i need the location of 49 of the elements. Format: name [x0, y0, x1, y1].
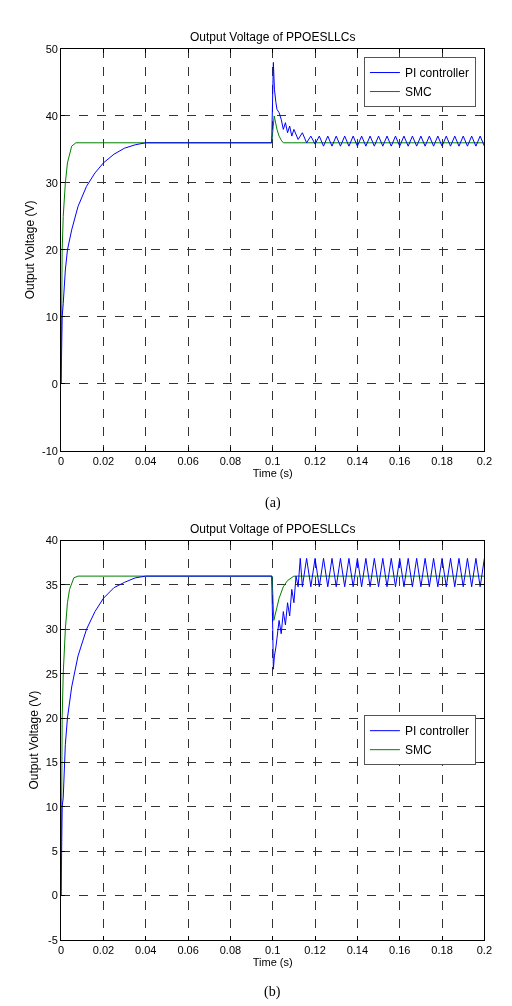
y-tick-label: -10 [41, 444, 58, 457]
y-tick-label: 20 [45, 711, 58, 724]
legend-label: PI controller [404, 66, 469, 81]
y-tick-label: 40 [45, 534, 58, 547]
y-tick-label: 50 [45, 42, 58, 55]
x-tick-label: 0.02 [92, 943, 115, 956]
y-tick-label: 0 [51, 377, 58, 390]
x-axis-title: Time (s) [252, 467, 293, 480]
legend-label: SMC [404, 743, 432, 758]
chart-title: Output Voltage of PPOESLLCs [190, 522, 356, 536]
y-tick-label: 20 [45, 243, 58, 256]
x-tick-label: 0.2 [476, 455, 493, 468]
x-tick-label: 0.02 [92, 455, 115, 468]
y-tick-label: -5 [48, 933, 58, 946]
text: (a) [265, 495, 281, 511]
y-tick-label: 10 [45, 800, 58, 813]
y-tick-label: 15 [45, 756, 58, 769]
y-tick-label: 10 [45, 310, 58, 323]
x-tick-label: 0.04 [135, 943, 157, 956]
y-tick-label: 35 [45, 578, 58, 591]
x-tick-label: 0.06 [177, 455, 199, 468]
x-tick-label: 0.14 [346, 943, 369, 956]
x-tick-label: 0.14 [346, 455, 369, 468]
x-tick-label: 0.08 [219, 455, 242, 468]
x-tick-label: 0.08 [219, 943, 242, 956]
x-tick-label: 0.1 [265, 455, 281, 468]
x-tick-label: 0.12 [304, 455, 326, 468]
x-tick-label: 0.1 [265, 943, 281, 956]
y-tick-label: 30 [45, 623, 58, 636]
x-tick-label: 0.18 [431, 455, 453, 468]
x-tick-label: 0.12 [304, 943, 326, 956]
y-axis-title: Output Voltage (V) [23, 200, 38, 300]
y-tick-label: 40 [45, 109, 58, 122]
chart-title: Output Voltage of PPOESLLCs [190, 30, 356, 44]
y-tick-label: 25 [45, 667, 58, 680]
y-tick-label: 5 [51, 844, 58, 857]
x-tick-label: 0.06 [177, 943, 199, 956]
x-tick-label: 0.04 [135, 455, 157, 468]
x-tick-label: 0.16 [389, 943, 411, 956]
x-tick-label: 0.2 [476, 943, 493, 956]
legend-label: SMC [404, 85, 432, 100]
y-tick-label: 30 [45, 176, 58, 189]
x-tick-label: 0.18 [431, 943, 453, 956]
x-axis-title: Time (s) [252, 955, 293, 968]
text: (b) [264, 984, 281, 1000]
legend-label: PI controller [404, 724, 469, 739]
x-tick-label: 0.16 [389, 455, 411, 468]
y-tick-label: 0 [51, 889, 58, 902]
y-axis-title: Output Voltage (V) [26, 690, 41, 790]
